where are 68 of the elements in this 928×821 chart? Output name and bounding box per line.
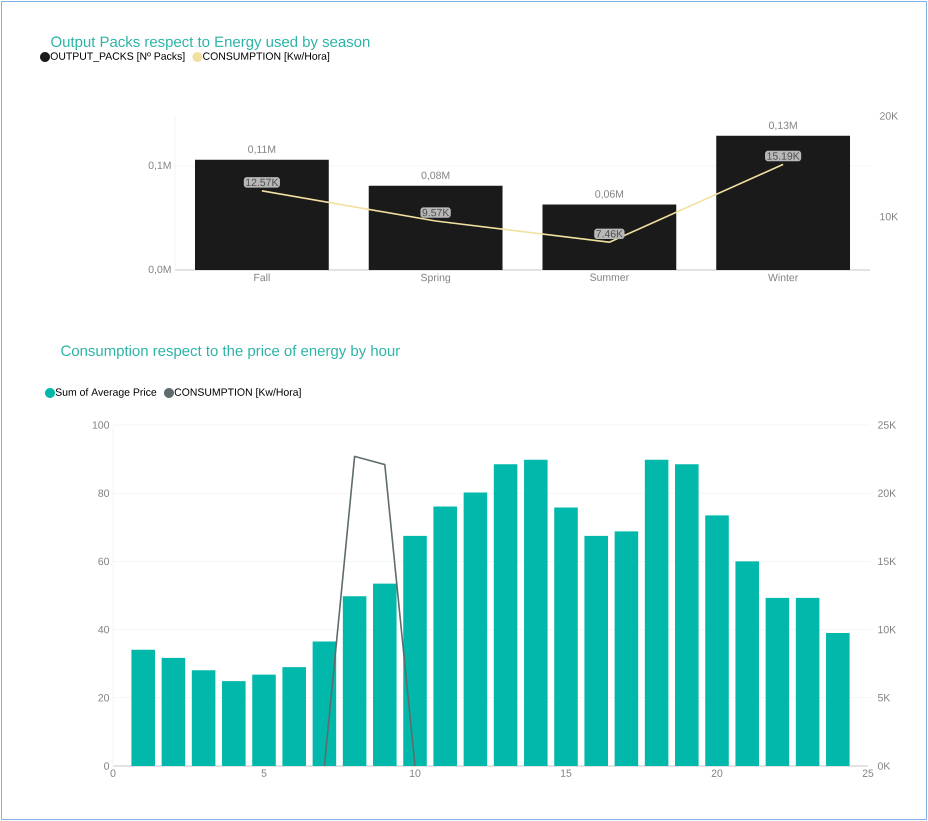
y-tick-label: 0 — [104, 762, 110, 770]
bar — [162, 658, 186, 766]
x-tick-label: Winter — [768, 274, 798, 282]
bar — [342, 596, 366, 766]
legend-label: CONSUMPTION [Kw/Hora] — [174, 388, 301, 398]
y2-tick-label: 20K — [878, 490, 896, 497]
chart-title: Output Packs respect to Energy used by season — [51, 36, 370, 50]
legend-label: OUTPUT_PACKS [Nº Packs] — [50, 52, 184, 62]
bar — [675, 464, 699, 766]
x-tick-label: 10 — [410, 770, 420, 777]
bar — [826, 633, 850, 766]
chart-title: Consumption respect to the price of energy by hour — [61, 345, 400, 359]
bar — [584, 536, 608, 766]
y2-tick-label: 25K — [878, 421, 896, 429]
data-label: 0,08M — [422, 172, 450, 180]
x-tick-label: 5 — [262, 770, 266, 777]
bar — [194, 160, 329, 270]
x-tick-label: 0 — [110, 770, 116, 777]
bar — [131, 650, 155, 766]
data-label: 0,11M — [248, 146, 276, 154]
bar — [524, 460, 548, 766]
y2-tick-label: 10K — [878, 626, 896, 634]
bar — [433, 506, 457, 766]
bar — [716, 136, 850, 270]
y2-tick-label: 10K — [880, 212, 898, 220]
x-tick-label: 25 — [862, 770, 874, 777]
bar — [252, 674, 276, 766]
bar — [222, 681, 246, 766]
bar — [282, 667, 306, 766]
bar — [368, 186, 503, 270]
y-tick-label: 80 — [98, 490, 110, 497]
x-tick-label: Summer — [590, 274, 629, 281]
legend-label: CONSUMPTION [Kw/Hora] — [203, 52, 330, 62]
bar — [312, 642, 336, 766]
legend-label: Sum of Average Price — [56, 388, 156, 398]
y-tick-label: 0,1M — [148, 162, 171, 170]
bar — [705, 515, 729, 766]
y2-tick-label: 5K — [878, 694, 890, 702]
x-tick-label: 20 — [712, 770, 722, 777]
data-label: 15.19K — [767, 152, 800, 160]
bar — [192, 670, 216, 766]
y2-tick-label: 0K — [878, 762, 890, 770]
data-label: 0,13M — [769, 122, 797, 130]
data-label: 12.57K — [246, 178, 278, 186]
bar — [464, 492, 488, 766]
y2-tick-label: 20K — [880, 112, 898, 120]
y2-tick-label: 15K — [878, 558, 896, 566]
y-tick-label: 0,0M — [148, 266, 171, 274]
y-tick-label: 40 — [98, 626, 110, 634]
bar — [614, 531, 638, 766]
x-tick-label: Fall — [254, 274, 270, 282]
y-tick-label: 20 — [98, 694, 110, 702]
x-tick-label: Spring — [420, 274, 450, 284]
bar — [796, 598, 820, 766]
data-label: 7.46K — [596, 230, 623, 238]
data-label: 9.57K — [422, 208, 450, 216]
bar — [373, 584, 397, 766]
x-tick-label: 15 — [560, 770, 572, 777]
y-tick-label: 60 — [98, 558, 110, 566]
bar — [766, 598, 790, 766]
bar — [542, 204, 676, 270]
y-tick-label: 100 — [92, 421, 110, 429]
data-label: 0,06M — [595, 190, 624, 199]
bar — [735, 561, 759, 766]
bar — [644, 460, 668, 766]
bar — [494, 464, 518, 766]
bar — [554, 508, 578, 766]
bar — [403, 536, 427, 766]
